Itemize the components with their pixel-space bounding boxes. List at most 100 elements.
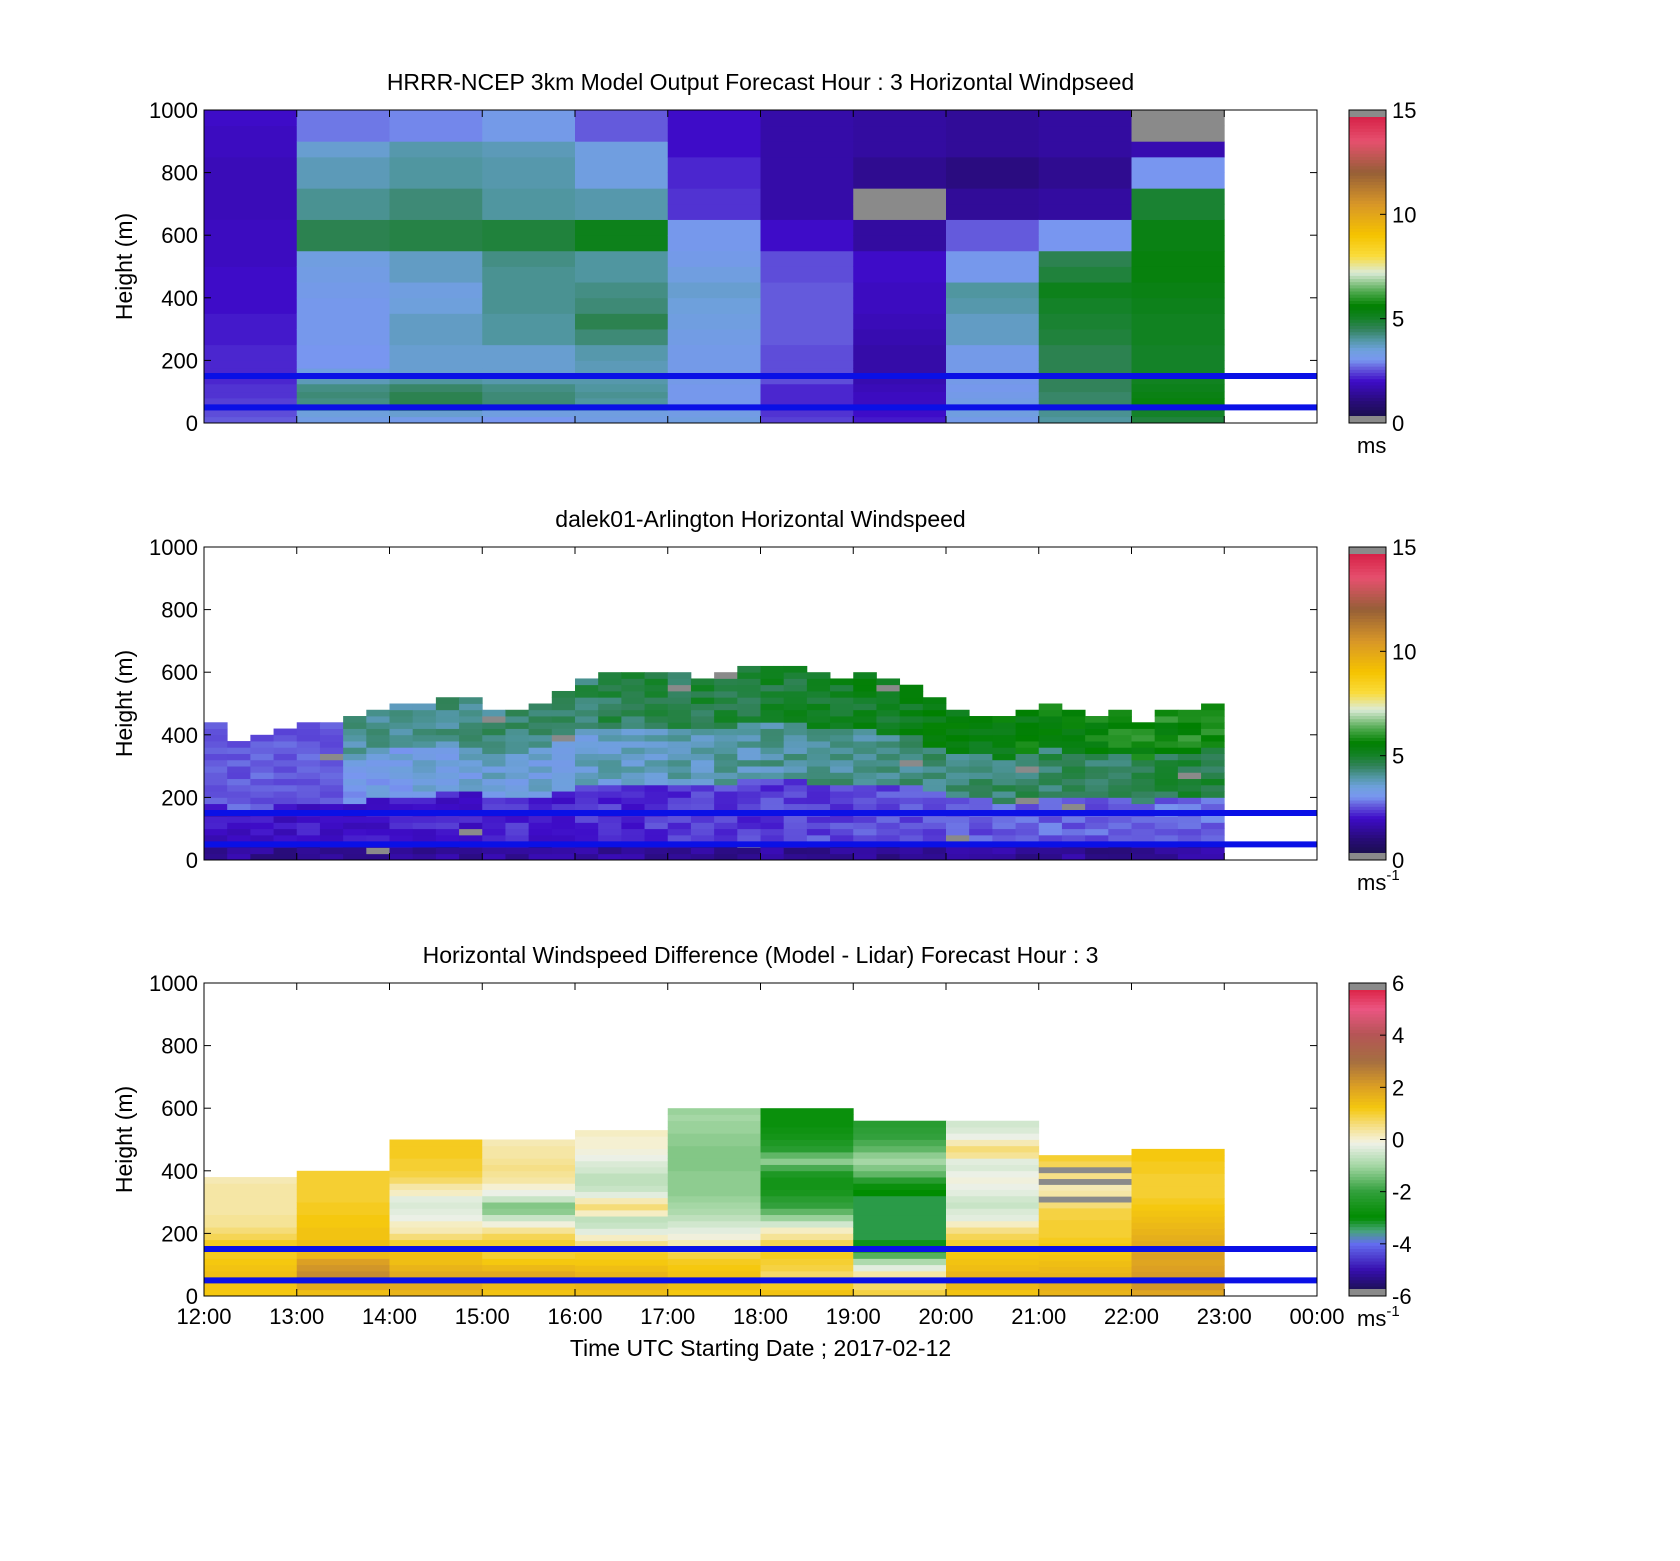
heatmap-cell [1177, 734, 1202, 742]
heatmap-cell [505, 834, 530, 842]
heatmap-cell [830, 847, 854, 855]
colorbar-segment [1349, 282, 1386, 286]
heatmap-cell [1038, 282, 1132, 299]
heatmap-cell [714, 747, 738, 754]
heatmap-cell [714, 716, 738, 723]
heatmap-cell [922, 703, 947, 711]
heatmap-cell [505, 828, 530, 836]
heatmap-cell [830, 709, 854, 717]
heatmap-cell [737, 709, 761, 717]
colorbar-missing-cap [1349, 1289, 1386, 1296]
heatmap-cell [296, 1289, 390, 1297]
heatmap-cell [690, 684, 715, 692]
y-tick-label: 400 [161, 723, 198, 748]
heatmap-cell [737, 759, 761, 767]
heatmap-cell [969, 728, 993, 736]
heatmap-cell [946, 416, 1040, 424]
colorbar-segment [1349, 401, 1386, 405]
heatmap-cell [1061, 828, 1086, 836]
colorbar-segment [1349, 1148, 1386, 1153]
heatmap-cell [389, 716, 414, 723]
heatmap-cell [505, 791, 530, 798]
colorbar-segment [1349, 813, 1386, 817]
heatmap-cell [389, 709, 414, 717]
colorbar-segment [1349, 828, 1386, 833]
heatmap-cell [366, 753, 390, 761]
heatmap-cell [551, 734, 576, 742]
heatmap-cell [366, 778, 390, 786]
colorbar-segment [1349, 1208, 1386, 1212]
heatmap-cell [899, 722, 924, 729]
heatmap-cell [551, 822, 576, 830]
heatmap-cell [667, 1214, 761, 1222]
heatmap-cell [1061, 734, 1086, 742]
heatmap-cell [667, 1114, 761, 1122]
colorbar-segment [1349, 684, 1386, 689]
heatmap-cell [204, 125, 298, 142]
heatmap-cell [343, 728, 367, 736]
colorbar-segment [1349, 809, 1386, 814]
chart-title: dalek01-Arlington Horizontal Windspeed [555, 506, 965, 532]
heatmap-cell [505, 822, 530, 830]
heatmap-cell [1108, 747, 1132, 754]
x-tick-label: 12:00 [176, 1304, 231, 1329]
heatmap-cell [1201, 709, 1225, 717]
heatmap-cells [204, 110, 1225, 424]
y-tick-label: 200 [161, 1221, 198, 1246]
colorbar-segment [1349, 559, 1386, 564]
heatmap-cell [737, 853, 761, 861]
heatmap-cell [482, 313, 576, 330]
heatmap-cell [1038, 250, 1132, 267]
heatmap-cell [806, 828, 831, 836]
colorbar-segment [1349, 147, 1386, 152]
heatmap-cell [621, 672, 645, 679]
heatmap-cell [296, 766, 321, 773]
heatmap-cell [389, 282, 483, 299]
heatmap-cell [876, 766, 901, 773]
heatmap-cell [737, 816, 761, 823]
heatmap-cell [204, 344, 298, 361]
heatmap-cell [946, 1202, 1040, 1209]
colorbar-segment [1349, 737, 1386, 742]
colorbar-segment [1349, 1070, 1386, 1075]
heatmap-cell [667, 410, 761, 418]
heatmap-cell [1131, 219, 1225, 236]
heatmap-cell [250, 853, 274, 861]
heatmap-cell [575, 1216, 669, 1223]
heatmap-cell [1085, 766, 1109, 773]
heatmap-cell [528, 822, 553, 830]
heatmap-cell [853, 803, 877, 811]
colorbar-segment [1349, 791, 1386, 795]
heatmap-cell [575, 678, 599, 686]
colorbar-segment [1349, 279, 1386, 283]
colorbar-segment [1349, 578, 1386, 582]
colorbar-tick-label: 0 [1392, 411, 1404, 436]
heatmap-cell [922, 791, 947, 798]
heatmap-cell [946, 766, 970, 773]
heatmap-cell [853, 847, 877, 855]
heatmap-cell [899, 747, 924, 754]
heatmap-cell [598, 734, 622, 742]
colorbar-segment [1349, 644, 1386, 648]
heatmap-cell [946, 313, 1040, 330]
heatmap-cell [1131, 834, 1156, 842]
heatmap-cell [806, 753, 831, 761]
heatmap-cell [760, 822, 785, 830]
heatmap-cell [204, 1233, 298, 1241]
heatmap-cell [760, 282, 854, 299]
heatmap-cell [459, 766, 483, 773]
heatmap-cell [575, 410, 669, 418]
heatmap-cell [505, 747, 530, 754]
heatmap-cell [204, 313, 298, 330]
heatmap-cell [435, 822, 460, 830]
colorbar-segment [1349, 1270, 1386, 1275]
heatmap-cell [528, 772, 553, 780]
colorbar-segment [1349, 1161, 1386, 1166]
heatmap-cell [1108, 822, 1132, 830]
heatmap-cell [853, 1270, 947, 1278]
heatmap-cell [296, 250, 390, 267]
heatmap-cell [667, 747, 692, 754]
colorbar-segment [1349, 1020, 1386, 1025]
heatmap-cell [389, 110, 483, 127]
heatmap-cell [204, 853, 228, 861]
